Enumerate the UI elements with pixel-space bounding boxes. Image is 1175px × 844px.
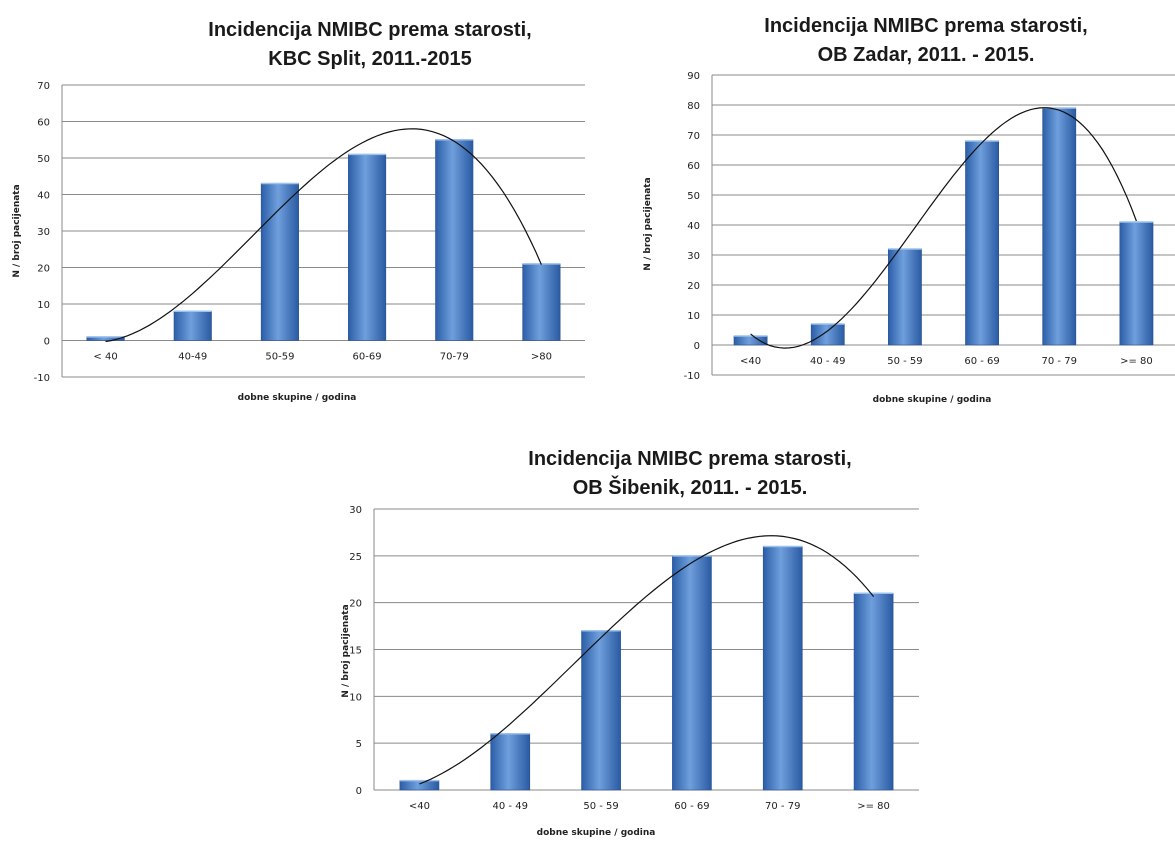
bar-5 <box>435 139 474 341</box>
x-category-label: 70-79 <box>440 352 469 363</box>
x-category-label: >= 80 <box>857 801 890 812</box>
y-tick-label: 30 <box>37 227 50 238</box>
y-tick-label: 20 <box>349 599 362 610</box>
y-tick-label: 50 <box>687 191 700 202</box>
y-tick-label: 10 <box>349 692 362 703</box>
bar-2 <box>490 733 531 791</box>
x-category-label: 60 - 69 <box>964 356 999 367</box>
x-category-label: 70 - 79 <box>765 801 800 812</box>
x-category-label: 60 - 69 <box>674 801 709 812</box>
y-tick-label: 0 <box>356 786 362 797</box>
chart-title-line-1: Incidencija NMIBC prema starosti, <box>764 15 1087 37</box>
trend-line <box>750 107 1137 349</box>
bar-1 <box>399 780 440 791</box>
bar-5 <box>1042 107 1077 346</box>
x-category-label: 50-59 <box>265 352 294 363</box>
bar-4 <box>965 140 999 346</box>
chart-title-line-2: KBC Split, 2011.-2015 <box>268 48 471 70</box>
y-tick-label: 60 <box>37 118 50 129</box>
y-tick-label: 15 <box>349 646 362 657</box>
y-tick-label: 5 <box>356 739 362 750</box>
y-axis-title: N / broj pacijenata <box>12 184 22 277</box>
x-axis-title: dobne skupine / godina <box>537 828 656 838</box>
x-axis-title: dobne skupine / godina <box>873 395 992 405</box>
bar-5 <box>762 546 803 791</box>
bar-3 <box>581 630 621 791</box>
x-category-label: >80 <box>531 352 552 363</box>
y-tick-label: 0 <box>44 337 50 348</box>
x-category-label: < 40 <box>93 352 117 363</box>
chart-3: Incidencija NMIBC prema starosti, OB Šibe… <box>341 448 919 838</box>
x-category-label: >= 80 <box>1120 356 1153 367</box>
bar-4 <box>672 555 712 791</box>
y-tick-label: 70 <box>687 131 700 142</box>
y-tick-label: 20 <box>37 264 50 275</box>
x-category-label: <40 <box>409 801 430 812</box>
y-tick-label: 10 <box>687 311 700 322</box>
bar-6 <box>522 263 561 341</box>
x-category-label: 50 - 59 <box>583 801 618 812</box>
y-tick-label: 80 <box>687 101 700 112</box>
chart-title-line-1: Incidencija NMIBC prema starosti, <box>208 19 531 41</box>
bar-3 <box>888 248 922 346</box>
x-category-label: <40 <box>740 356 761 367</box>
y-tick-label: 30 <box>349 505 362 516</box>
bar-3 <box>260 183 299 341</box>
y-tick-label: 40 <box>37 191 50 202</box>
y-tick-label: -10 <box>684 371 700 382</box>
y-tick-label: -10 <box>34 373 50 384</box>
x-category-label: 70 - 79 <box>1042 356 1077 367</box>
bar-6 <box>1119 221 1154 346</box>
x-category-label: 60-69 <box>353 352 382 363</box>
x-category-label: 40-49 <box>178 352 207 363</box>
y-tick-label: 40 <box>687 221 700 232</box>
chart-1: Incidencija NMIBC prema starosti, KBC Spl… <box>12 19 585 403</box>
bar-6 <box>853 592 894 791</box>
y-tick-label: 70 <box>37 81 50 92</box>
y-axis-title: N / broj pacijenata <box>643 177 653 270</box>
y-axis-title: N / broj pacijenata <box>341 604 351 697</box>
y-tick-label: 20 <box>687 281 700 292</box>
y-tick-label: 90 <box>687 71 700 82</box>
x-category-label: 40 - 49 <box>493 801 528 812</box>
chart-title-line-1: Incidencija NMIBC prema starosti, <box>528 448 851 470</box>
y-tick-label: 60 <box>687 161 700 172</box>
trend-line <box>419 535 875 785</box>
chart-title-line-2: OB Zadar, 2011. - 2015. <box>818 44 1035 66</box>
y-tick-label: 25 <box>349 552 362 563</box>
y-tick-label: 0 <box>694 341 700 352</box>
chart-2: Incidencija NMIBC prema starosti, OB Zada… <box>643 15 1175 405</box>
x-category-label: 40 - 49 <box>810 356 845 367</box>
chart-title-line-2: OB Šibenik, 2011. - 2015. <box>573 475 808 499</box>
bar-4 <box>348 154 387 341</box>
x-category-label: 50 - 59 <box>887 356 922 367</box>
y-tick-label: 30 <box>687 251 700 262</box>
trend-line <box>105 128 542 343</box>
bar-1 <box>733 335 768 346</box>
bar-2 <box>173 310 212 341</box>
y-tick-label: 10 <box>37 300 50 311</box>
x-axis-title: dobne skupine / godina <box>238 393 357 403</box>
bar-2 <box>810 323 845 346</box>
y-tick-label: 50 <box>37 154 50 165</box>
